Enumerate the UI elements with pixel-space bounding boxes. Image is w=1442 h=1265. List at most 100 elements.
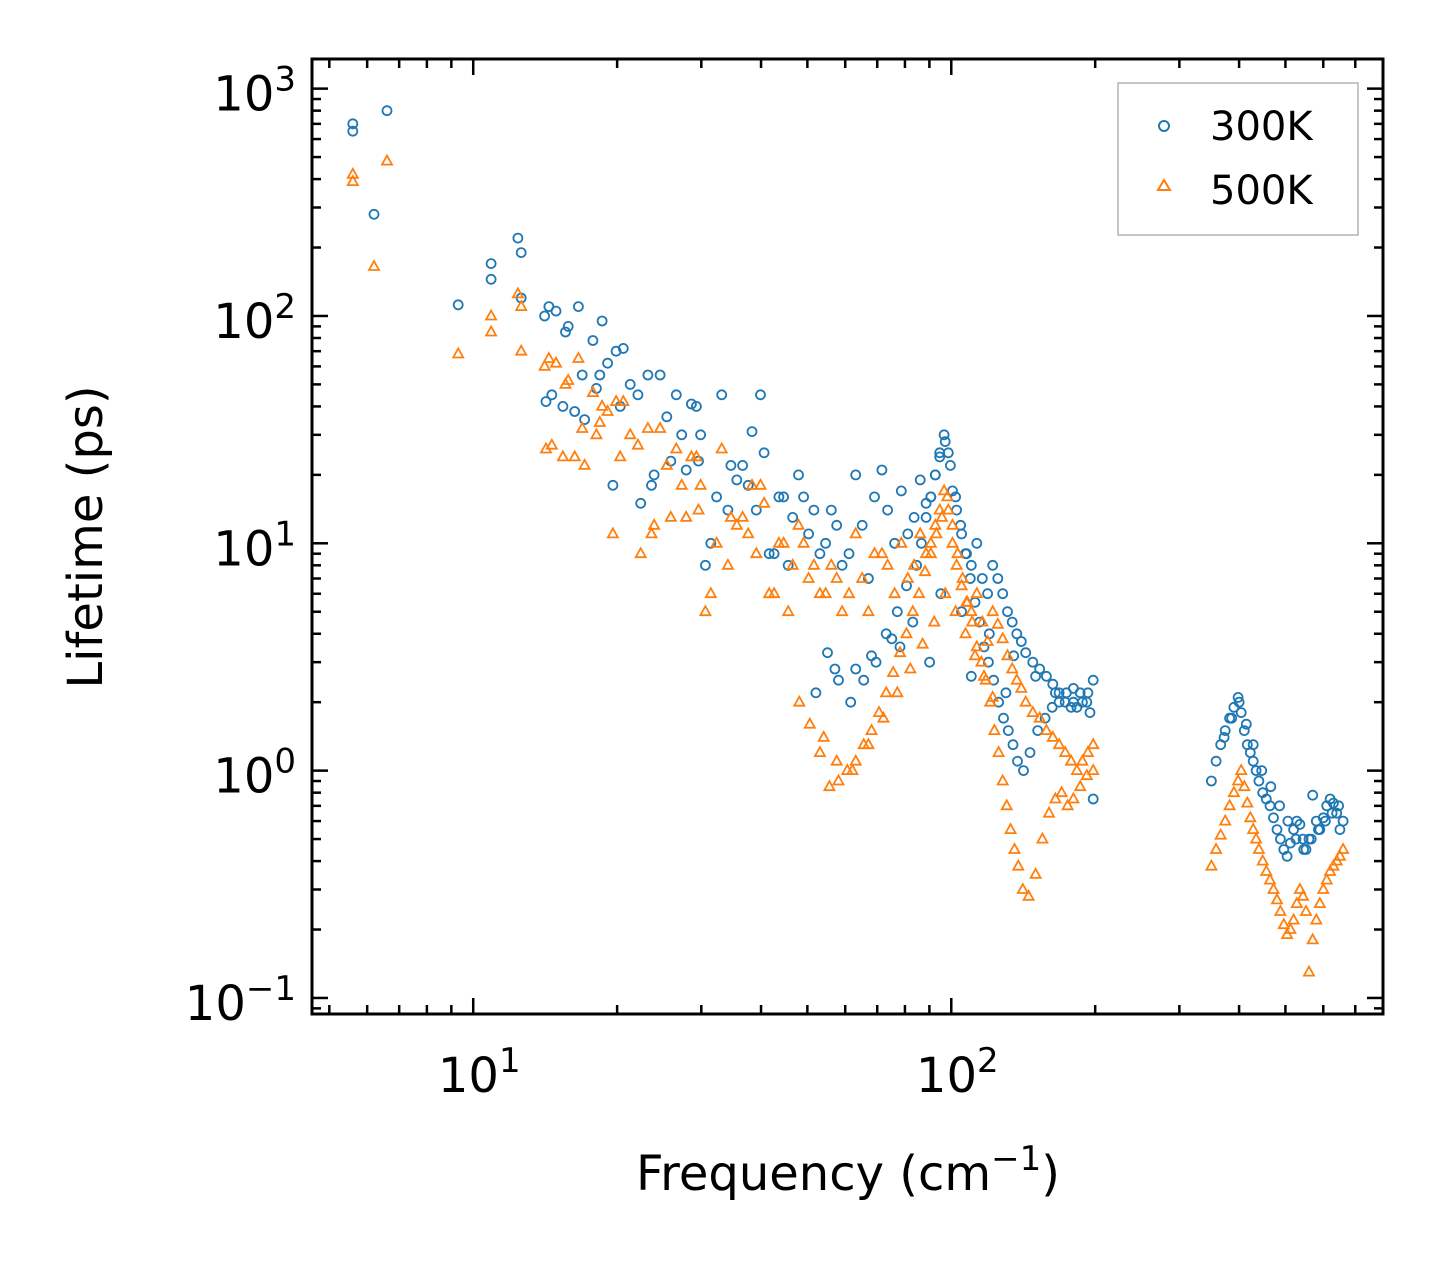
point-300k bbox=[1328, 797, 1339, 809]
point-300k bbox=[546, 389, 558, 401]
point-300k bbox=[1053, 696, 1065, 708]
point-500k bbox=[1042, 805, 1056, 818]
point-300k bbox=[1087, 793, 1099, 805]
point-500k bbox=[819, 586, 833, 599]
point-500k bbox=[644, 526, 659, 539]
point-500k bbox=[986, 690, 1000, 702]
point-300k bbox=[870, 656, 882, 668]
point-300k bbox=[755, 389, 766, 401]
point-300k bbox=[347, 118, 359, 130]
point-500k bbox=[830, 571, 844, 583]
point-300k bbox=[836, 559, 848, 571]
point-500k bbox=[538, 359, 552, 371]
point-500k bbox=[634, 546, 648, 559]
point-300k bbox=[768, 548, 780, 560]
point-300k bbox=[711, 491, 722, 503]
point-300k bbox=[1065, 701, 1077, 713]
point-300k bbox=[746, 426, 758, 438]
point-500k bbox=[753, 477, 768, 490]
y-tick-label: 102 bbox=[213, 287, 296, 350]
point-300k bbox=[512, 232, 524, 244]
point-500k bbox=[1277, 917, 1291, 930]
point-300k bbox=[1000, 687, 1012, 699]
point-300k bbox=[540, 396, 552, 408]
point-500k bbox=[1263, 872, 1277, 885]
point-300k bbox=[485, 258, 497, 270]
point-500k bbox=[741, 526, 755, 539]
point-300k bbox=[1271, 824, 1283, 835]
point-300k bbox=[646, 479, 657, 491]
point-300k bbox=[934, 447, 946, 459]
point-500k bbox=[1273, 904, 1287, 916]
point-500k bbox=[903, 661, 917, 674]
point-300k bbox=[1068, 696, 1079, 708]
point-300k bbox=[934, 451, 946, 463]
point-500k bbox=[1237, 779, 1251, 792]
point-300k bbox=[452, 299, 464, 311]
point-300k bbox=[1007, 739, 1019, 751]
point-300k bbox=[965, 559, 977, 571]
point-300k bbox=[515, 247, 527, 259]
point-300k bbox=[1219, 725, 1231, 736]
point-500k bbox=[781, 604, 795, 617]
point-500k bbox=[945, 535, 960, 548]
point-300k bbox=[956, 528, 967, 540]
point-500k bbox=[1073, 779, 1087, 792]
point-300k bbox=[1247, 739, 1259, 751]
point-500k bbox=[691, 502, 706, 515]
point-300k bbox=[1002, 725, 1014, 736]
point-300k bbox=[539, 310, 550, 322]
legend-marker-500k bbox=[1156, 178, 1172, 191]
point-500k bbox=[556, 449, 570, 462]
point-500k bbox=[664, 510, 678, 522]
point-500k bbox=[1287, 912, 1301, 925]
x-tick-label: 102 bbox=[916, 1041, 999, 1104]
point-300k bbox=[908, 512, 920, 523]
point-500k bbox=[970, 639, 984, 652]
point-500k bbox=[1086, 763, 1100, 775]
point-500k bbox=[675, 477, 689, 490]
point-300k bbox=[654, 369, 666, 381]
point-500k bbox=[568, 449, 582, 462]
point-300k bbox=[773, 491, 785, 503]
point-300k bbox=[924, 656, 935, 668]
point-500k bbox=[1218, 813, 1232, 826]
y-tick-label: 103 bbox=[213, 60, 296, 123]
point-500k bbox=[721, 557, 735, 570]
point-300k bbox=[1024, 747, 1036, 758]
point-500k bbox=[1227, 785, 1241, 798]
point-500k bbox=[861, 737, 875, 750]
point-500k bbox=[964, 604, 978, 617]
point-500k bbox=[367, 259, 381, 271]
point-300k bbox=[1238, 725, 1250, 736]
point-500k bbox=[867, 546, 882, 559]
point-500k bbox=[653, 421, 667, 433]
point-500k bbox=[660, 458, 674, 470]
point-500k bbox=[855, 571, 869, 583]
point-300k bbox=[938, 429, 950, 441]
point-500k bbox=[906, 604, 920, 617]
point-500k bbox=[451, 346, 465, 359]
point-500k bbox=[1005, 661, 1019, 674]
point-500k bbox=[899, 626, 914, 639]
point-500k bbox=[710, 535, 724, 548]
point-500k bbox=[981, 634, 995, 646]
point-300k bbox=[725, 459, 737, 471]
point-500k bbox=[669, 441, 683, 454]
point-500k bbox=[606, 526, 620, 539]
point-300k bbox=[1084, 707, 1096, 718]
series-500k-points bbox=[346, 153, 1350, 977]
point-300k bbox=[573, 301, 584, 313]
x-tick-label: 101 bbox=[438, 1041, 521, 1104]
point-500k bbox=[991, 616, 1005, 629]
point-500k bbox=[1234, 763, 1248, 775]
point-300k bbox=[1232, 692, 1244, 703]
point-300k bbox=[1218, 732, 1230, 743]
point-500k bbox=[849, 753, 863, 766]
point-300k bbox=[829, 663, 841, 675]
point-300k bbox=[1041, 670, 1052, 682]
point-500k bbox=[757, 495, 771, 508]
point-300k bbox=[833, 674, 844, 686]
point-500k bbox=[749, 546, 763, 559]
point-300k bbox=[596, 315, 608, 327]
